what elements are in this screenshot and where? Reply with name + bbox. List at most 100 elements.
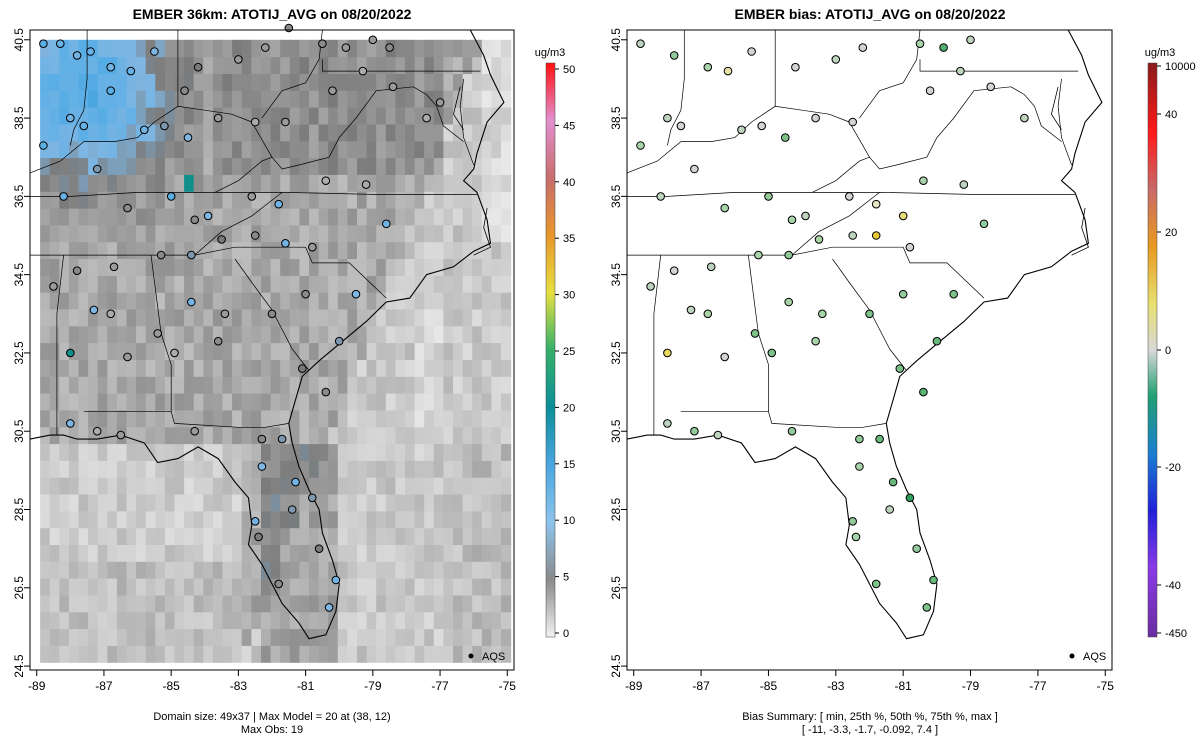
grid-cell [107, 477, 118, 495]
grid-cell [88, 409, 99, 428]
grid-cell [145, 578, 156, 596]
grid-cell [414, 208, 425, 226]
grid-cell [443, 359, 454, 377]
grid-cell [299, 90, 310, 108]
grid-cell [155, 292, 166, 310]
grid-cell [193, 611, 204, 630]
grid-cell [328, 561, 339, 579]
grid-cell [241, 645, 252, 663]
grid-cell [193, 460, 204, 478]
grid-cell [462, 460, 473, 478]
grid-cell [357, 359, 368, 377]
grid-cell [78, 426, 89, 445]
grid-cell [385, 376, 396, 394]
grid-cell [424, 443, 435, 461]
grid-cell [376, 594, 387, 613]
grid-cell [501, 611, 512, 630]
grid-cell [376, 325, 387, 344]
grid-cell [97, 241, 108, 259]
grid-cell [88, 561, 99, 579]
grid-cell [261, 123, 272, 142]
grid-cell [414, 90, 425, 108]
grid-cell [491, 208, 502, 226]
grid-cell [184, 90, 195, 108]
grid-cell [261, 527, 272, 545]
grid-cell [88, 342, 99, 360]
grid-cell [174, 561, 185, 579]
model-map-frame [29, 29, 515, 671]
grid-cell [212, 208, 224, 226]
grid-cell [299, 645, 310, 663]
grid-cell [251, 376, 262, 394]
x-tick-label: -75 [1097, 679, 1115, 693]
grid-cell [395, 308, 406, 327]
grid-cell [280, 258, 291, 276]
grid-cell [145, 73, 156, 91]
grid-cell [472, 376, 483, 394]
grid-cell [116, 376, 128, 394]
grid-cell [424, 594, 435, 613]
grid-cell [433, 308, 444, 327]
grid-cell [453, 73, 464, 91]
obs-point [109, 262, 119, 272]
grid-cell [212, 460, 224, 478]
grid-cell [376, 241, 387, 259]
grid-cell [328, 393, 339, 411]
grid-cell [241, 544, 252, 562]
grid-cell [40, 90, 51, 108]
grid-cell [212, 342, 224, 360]
grid-cell [203, 107, 214, 125]
grid-cell [68, 628, 80, 646]
grid-cell [347, 544, 358, 562]
grid-cell [472, 90, 483, 108]
grid-cell [347, 140, 358, 159]
grid-cell [385, 56, 396, 74]
grid-cell [126, 157, 137, 175]
grid-cell [59, 393, 70, 411]
grid-cell [126, 460, 137, 478]
grid-cell [174, 460, 185, 478]
grid-cell [395, 477, 406, 495]
grid-cell [462, 494, 473, 512]
grid-cell [203, 578, 214, 596]
grid-cell [472, 645, 483, 663]
grid-cell [136, 510, 147, 529]
grid-cell [501, 527, 512, 545]
grid-cell [241, 275, 252, 293]
grid-cell [261, 409, 272, 428]
grid-cell [174, 224, 185, 243]
grid-cell [97, 409, 108, 428]
grid-cell [261, 241, 272, 259]
grid-cell [270, 527, 281, 545]
grid-cell [49, 578, 60, 596]
grid-cell [299, 527, 310, 545]
grid-cell [357, 258, 368, 276]
grid-cell [136, 308, 147, 327]
grid-cell [232, 460, 243, 478]
y-tick-label: 26.5 [12, 576, 26, 600]
grid-cell [164, 241, 176, 259]
grid-cell [289, 578, 300, 596]
grid-cell [155, 594, 166, 613]
obs-point [895, 364, 905, 373]
grid-cell [107, 443, 118, 461]
grid-cell [366, 174, 377, 192]
obs-point [66, 113, 75, 123]
grid-cell [193, 342, 204, 360]
grid-cell [443, 191, 454, 209]
grid-cell [318, 376, 329, 394]
grid-cell [280, 527, 291, 545]
grid-cell [289, 140, 300, 159]
grid-cell [299, 308, 310, 327]
grid-cell [222, 73, 233, 91]
grid-cell [251, 140, 262, 159]
grid-cell [136, 90, 147, 108]
obs-point [247, 192, 257, 201]
grid-cell [405, 443, 416, 461]
grid-cell [385, 578, 396, 596]
grid-cell [59, 342, 70, 360]
grid-cell [443, 477, 454, 495]
obs-point [848, 231, 858, 240]
obs-point [72, 51, 82, 60]
